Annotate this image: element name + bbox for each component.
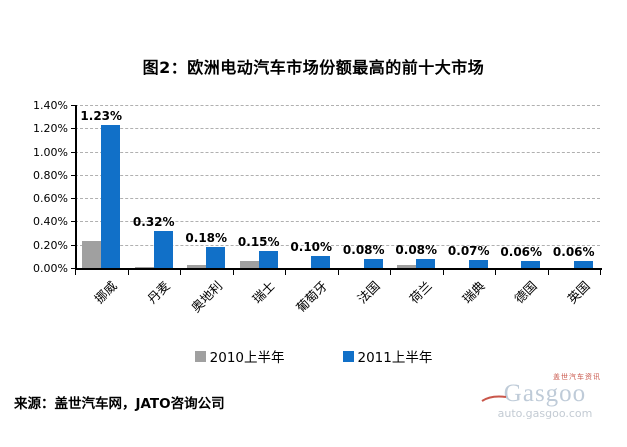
category-label: 奥地利 (187, 278, 225, 316)
y-axis-tick (71, 105, 75, 106)
gridline (75, 151, 600, 153)
gasgoo-watermark: 盖世汽车资讯 Gasgoo auto.gasgoo.com (481, 372, 605, 420)
bar-2010 (397, 264, 417, 268)
y-axis-tick-label: 1.00% (33, 145, 68, 159)
y-axis-tick-label: 1.20% (33, 122, 68, 136)
y-axis-tick (71, 128, 75, 130)
y-axis-tick (71, 244, 75, 246)
gridline (75, 128, 600, 130)
y-axis-line (75, 105, 77, 268)
x-axis-tick (127, 270, 129, 275)
y-axis-tick-label: 0.80% (33, 168, 68, 182)
bar-2010 (82, 241, 102, 268)
legend-item: 2010上半年 (194, 346, 285, 366)
bar-2010 (239, 261, 259, 268)
bar-value-label: 0.06% (552, 245, 595, 259)
category-label: 葡萄牙 (292, 278, 330, 316)
gasgoo-logo: Gasgoo (481, 380, 605, 407)
y-axis-tick-label: 0.40% (33, 215, 68, 229)
bar-value-label: 0.18% (185, 231, 228, 246)
x-axis-tick (442, 270, 444, 275)
source-note: 来源：盖世汽车网，JATO咨询公司 (14, 396, 225, 412)
bar-value-label: 0.32% (132, 214, 175, 229)
y-axis-tick (71, 268, 75, 269)
bar-2011 (521, 261, 541, 268)
bar-2011 (363, 258, 383, 268)
y-axis-tick (71, 174, 75, 176)
x-axis-tick (547, 270, 549, 275)
x-axis-tick (337, 270, 339, 275)
bar-value-label: 1.23% (80, 108, 123, 123)
bar-2011 (258, 250, 278, 268)
bar-2010 (187, 264, 207, 268)
category-label: 瑞士 (249, 278, 278, 307)
x-axis-tick (232, 270, 234, 275)
category-label: 挪威 (91, 278, 120, 307)
bar-2011 (416, 258, 436, 268)
bar-value-label: 0.08% (342, 242, 385, 257)
x-axis-tick (495, 270, 496, 275)
bar-value-label: 0.15% (237, 234, 280, 249)
legend: 2010上半年 2011上半年 (0, 346, 627, 366)
gasgoo-watermark-cn-text: 盖世汽车资讯 (553, 373, 601, 381)
bar-2011 (101, 124, 121, 268)
bar-value-label: 0.06% (500, 245, 543, 259)
bar-2011 (153, 230, 173, 268)
legend-marker-icon (342, 350, 354, 362)
category-label: 德国 (511, 278, 540, 307)
x-axis-tick (75, 270, 76, 275)
legend-label: 2010上半年 (209, 350, 285, 366)
x-axis-tick (390, 270, 391, 275)
gridline (75, 221, 600, 223)
y-axis-tick-label: 0.00% (33, 262, 68, 275)
category-label: 英国 (564, 278, 593, 307)
y-axis-tick-label: 1.40% (33, 99, 68, 112)
y-axis-tick (71, 221, 75, 223)
gridline (75, 198, 600, 200)
legend-marker-icon (194, 350, 206, 362)
gasgoo-watermark-url: auto.gasgoo.com (497, 407, 593, 420)
chart-title: 图2：欧洲电动汽车市场份额最高的前十大市场 (142, 58, 485, 77)
y-axis-tick (71, 151, 75, 153)
bar-2011 (311, 256, 331, 268)
gasgoo-swoosh-icon (481, 395, 507, 402)
legend-label: 2011上半年 (357, 350, 433, 366)
bar-value-label: 0.07% (447, 243, 490, 258)
x-axis-tick (600, 270, 601, 275)
bar-2010 (134, 266, 154, 268)
x-axis-tick (180, 270, 181, 275)
gasgoo-logo-text: Gasgoo (503, 380, 587, 407)
bar-value-label: 0.10% (290, 240, 333, 255)
gridline (75, 174, 600, 176)
category-label: 法国 (354, 278, 383, 307)
y-axis-tick-label: 0.60% (33, 192, 68, 206)
x-axis-line (75, 268, 602, 270)
bar-value-label: 0.08% (395, 242, 438, 257)
gridline (75, 105, 600, 106)
legend-item: 2011上半年 (342, 346, 433, 366)
bar-2011 (573, 261, 593, 268)
category-label: 荷兰 (406, 278, 435, 307)
x-axis-tick (285, 270, 286, 275)
category-label: 瑞典 (459, 278, 488, 307)
y-axis-tick (71, 198, 75, 200)
gridline (75, 244, 600, 246)
y-axis-tick-label: 0.20% (33, 238, 68, 252)
category-label: 丹麦 (144, 278, 173, 307)
bar-2011 (206, 247, 226, 268)
bar-2011 (468, 259, 488, 268)
